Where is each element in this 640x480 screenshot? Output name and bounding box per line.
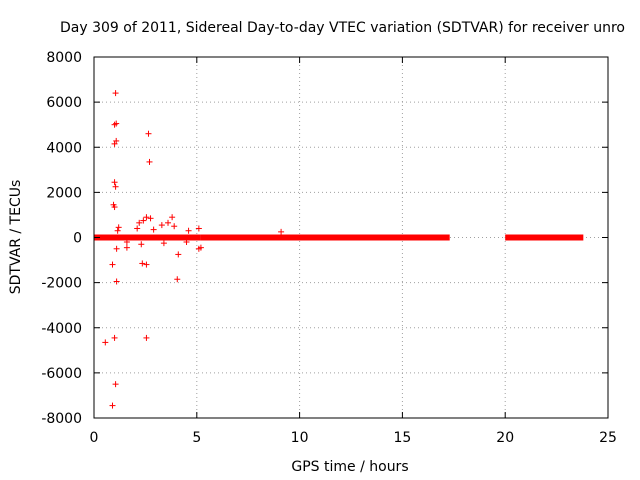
- data-point: [171, 223, 178, 230]
- data-point: [158, 222, 165, 229]
- data-point: [136, 219, 143, 226]
- data-point: [139, 260, 146, 267]
- data-points: [102, 90, 285, 409]
- data-point: [113, 245, 120, 252]
- data-point: [111, 204, 118, 211]
- data-point: [138, 241, 145, 248]
- data-band: [505, 234, 584, 241]
- y-tick-label: -4000: [41, 321, 82, 337]
- y-tick-label: 8000: [46, 50, 82, 66]
- data-point: [134, 225, 141, 232]
- x-axis-label: GPS time / hours: [291, 459, 408, 475]
- data-point: [123, 239, 130, 246]
- y-tick-label: -6000: [41, 366, 82, 382]
- data-point: [140, 217, 147, 224]
- chart-title: Day 309 of 2011, Sidereal Day-to-day VTE…: [60, 20, 625, 36]
- x-tick-label: 15: [393, 430, 411, 446]
- y-tick-label: 6000: [46, 95, 82, 111]
- data-point: [113, 120, 120, 127]
- data-point: [111, 179, 118, 186]
- data-bands: [94, 234, 584, 241]
- x-tick-label: 25: [599, 430, 617, 446]
- axis-ticks: [93, 56, 609, 419]
- data-point: [143, 214, 150, 221]
- x-tick-label: 0: [90, 430, 99, 446]
- y-tick-label: -2000: [41, 276, 82, 292]
- y-axis-label: SDTVAR / TECUs: [8, 180, 24, 295]
- data-point: [183, 239, 190, 246]
- data-point: [113, 278, 120, 285]
- x-tick-label: 10: [291, 430, 309, 446]
- data-point: [123, 244, 130, 251]
- data-point: [150, 226, 157, 233]
- data-point: [111, 334, 118, 341]
- data-point: [114, 227, 121, 234]
- data-point: [169, 214, 176, 221]
- data-point: [175, 251, 182, 258]
- data-point: [145, 130, 152, 137]
- data-point: [109, 402, 116, 409]
- data-point: [185, 227, 192, 234]
- data-point: [174, 276, 181, 283]
- data-point: [278, 228, 285, 235]
- data-point: [143, 261, 150, 268]
- data-point: [115, 224, 122, 231]
- data-point: [147, 215, 154, 222]
- data-band: [200, 234, 450, 241]
- data-point: [112, 183, 119, 190]
- x-tick-label: 20: [496, 430, 514, 446]
- data-point: [197, 244, 204, 251]
- y-tick-label: 4000: [46, 140, 82, 156]
- data-point: [143, 334, 150, 341]
- tick-labels: 0 5 10 15 20 25 8000 6000 4000 2000 0 -2000 -4000 -60…: [41, 50, 617, 446]
- x-tick-label: 5: [192, 430, 201, 446]
- y-tick-label: -8000: [41, 411, 82, 427]
- y-tick-label: 0: [73, 231, 82, 247]
- data-point: [146, 158, 153, 165]
- y-tick-label: 2000: [46, 185, 82, 201]
- data-point: [113, 137, 120, 144]
- data-point: [160, 240, 167, 247]
- data-point: [195, 225, 202, 232]
- data-point: [165, 219, 172, 226]
- data-point: [112, 90, 119, 97]
- data-point: [112, 381, 119, 388]
- data-point: [109, 261, 116, 268]
- data-point: [102, 339, 109, 346]
- data-band: [94, 234, 201, 241]
